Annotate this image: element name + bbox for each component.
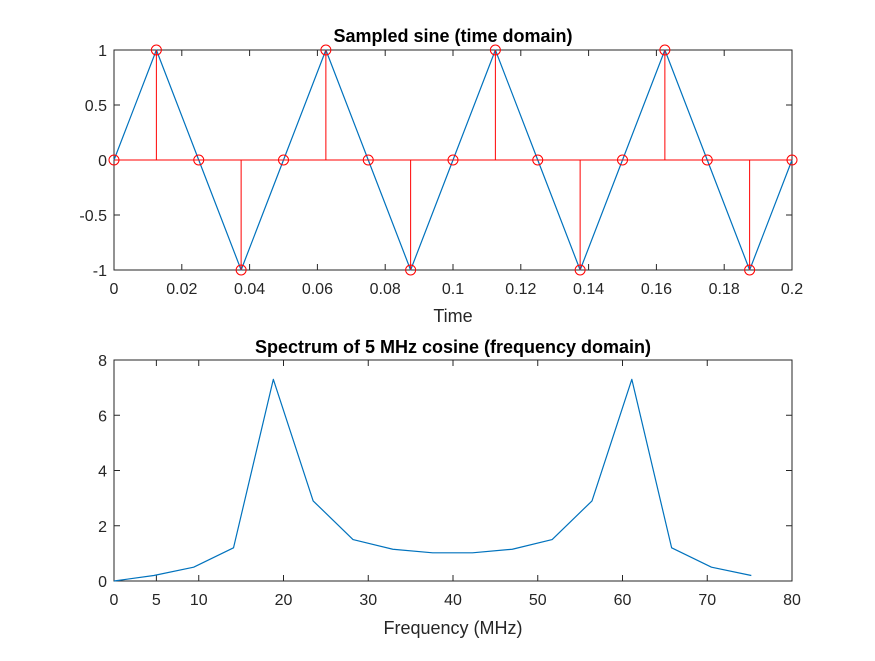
- x-tick-label: 0.18: [709, 281, 740, 298]
- series-line-frequency: [113, 378, 752, 582]
- y-tick-label: -1: [93, 263, 107, 280]
- x-tick-label: 70: [698, 592, 716, 609]
- x-tick-label: 40: [444, 592, 462, 609]
- stem-marker: [659, 44, 671, 56]
- chart-title-time-domain: Sampled sine (time domain): [333, 26, 572, 46]
- stem-marker: [617, 154, 628, 166]
- stem-marker: [744, 264, 756, 276]
- y-tick-label: 0: [98, 153, 107, 170]
- x-tick-label: 80: [783, 592, 801, 609]
- stem-marker: [405, 264, 417, 276]
- x-tick-label: 20: [275, 592, 293, 609]
- stem-marker: [108, 154, 120, 166]
- x-axis-label-frequency: Frequency (MHz): [383, 618, 522, 638]
- stem-marker: [278, 154, 289, 166]
- x-tick-label: 0.08: [370, 281, 401, 298]
- x-tick-label: 10: [190, 592, 208, 609]
- x-tick-label: 5: [152, 592, 161, 609]
- stem-marker: [362, 154, 374, 166]
- stem-marker: [320, 44, 332, 56]
- stem-marker: [786, 154, 798, 166]
- x-tick-label: 50: [529, 592, 547, 609]
- x-tick-label: 0.06: [302, 281, 333, 298]
- chart-title-frequency-domain: Spectrum of 5 MHz cosine (frequency doma…: [255, 337, 651, 357]
- x-tick-label: 0: [110, 592, 119, 609]
- stem-marker: [489, 44, 501, 56]
- axes-frequency-domain: Spectrum of 5 MHz cosine (frequency doma…: [98, 337, 801, 638]
- plot-area-frequency-domain: 0 5 10 20 30 40 50 60 70 80 0 2 4 6 8: [98, 353, 801, 609]
- plot-area-time-domain: 0 0.02 0.04 0.06 0.08 0.1 0.12 0.14 0.16 0.18 0.2 -…: [79, 43, 803, 298]
- x-tick-label: 0.2: [781, 281, 803, 298]
- y-tick-label: 6: [98, 408, 107, 425]
- stem-marker: [574, 264, 586, 276]
- y-tick-label: 8: [98, 353, 107, 370]
- y-tick-label: 0: [98, 574, 107, 591]
- x-tick-label: 0.16: [641, 281, 672, 298]
- x-tick-label: 0.14: [573, 281, 604, 298]
- x-axis-label-time: Time: [433, 306, 472, 326]
- y-tick-label: 1: [98, 43, 107, 60]
- x-tick-label: 0.12: [505, 281, 536, 298]
- y-tick-label: 2: [98, 519, 107, 536]
- x-tick-label: 0: [110, 281, 119, 298]
- stem-marker: [701, 154, 713, 166]
- x-tick-label: 30: [359, 592, 377, 609]
- x-tick-label: 0.1: [442, 281, 464, 298]
- y-tick-label: 0.5: [85, 98, 107, 115]
- x-tick-label: 60: [614, 592, 632, 609]
- stem-marker: [532, 154, 544, 166]
- y-tick-label: -0.5: [79, 208, 107, 225]
- stem-marker: [150, 44, 162, 56]
- axes-box-frequency: [113, 359, 793, 582]
- x-tick-label: 0.04: [234, 281, 265, 298]
- x-tick-label: 0.02: [166, 281, 197, 298]
- stem-marker: [235, 264, 247, 276]
- stem-marker: [447, 154, 459, 166]
- y-tick-label: 4: [98, 464, 107, 481]
- stem-marker: [193, 154, 205, 166]
- axes-time-domain: Sampled sine (time domain) Time 0 0.02 0.0…: [79, 26, 803, 326]
